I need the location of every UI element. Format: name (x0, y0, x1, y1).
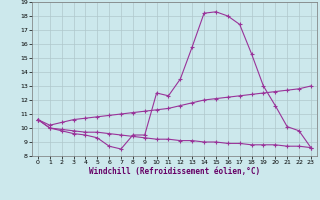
X-axis label: Windchill (Refroidissement éolien,°C): Windchill (Refroidissement éolien,°C) (89, 167, 260, 176)
